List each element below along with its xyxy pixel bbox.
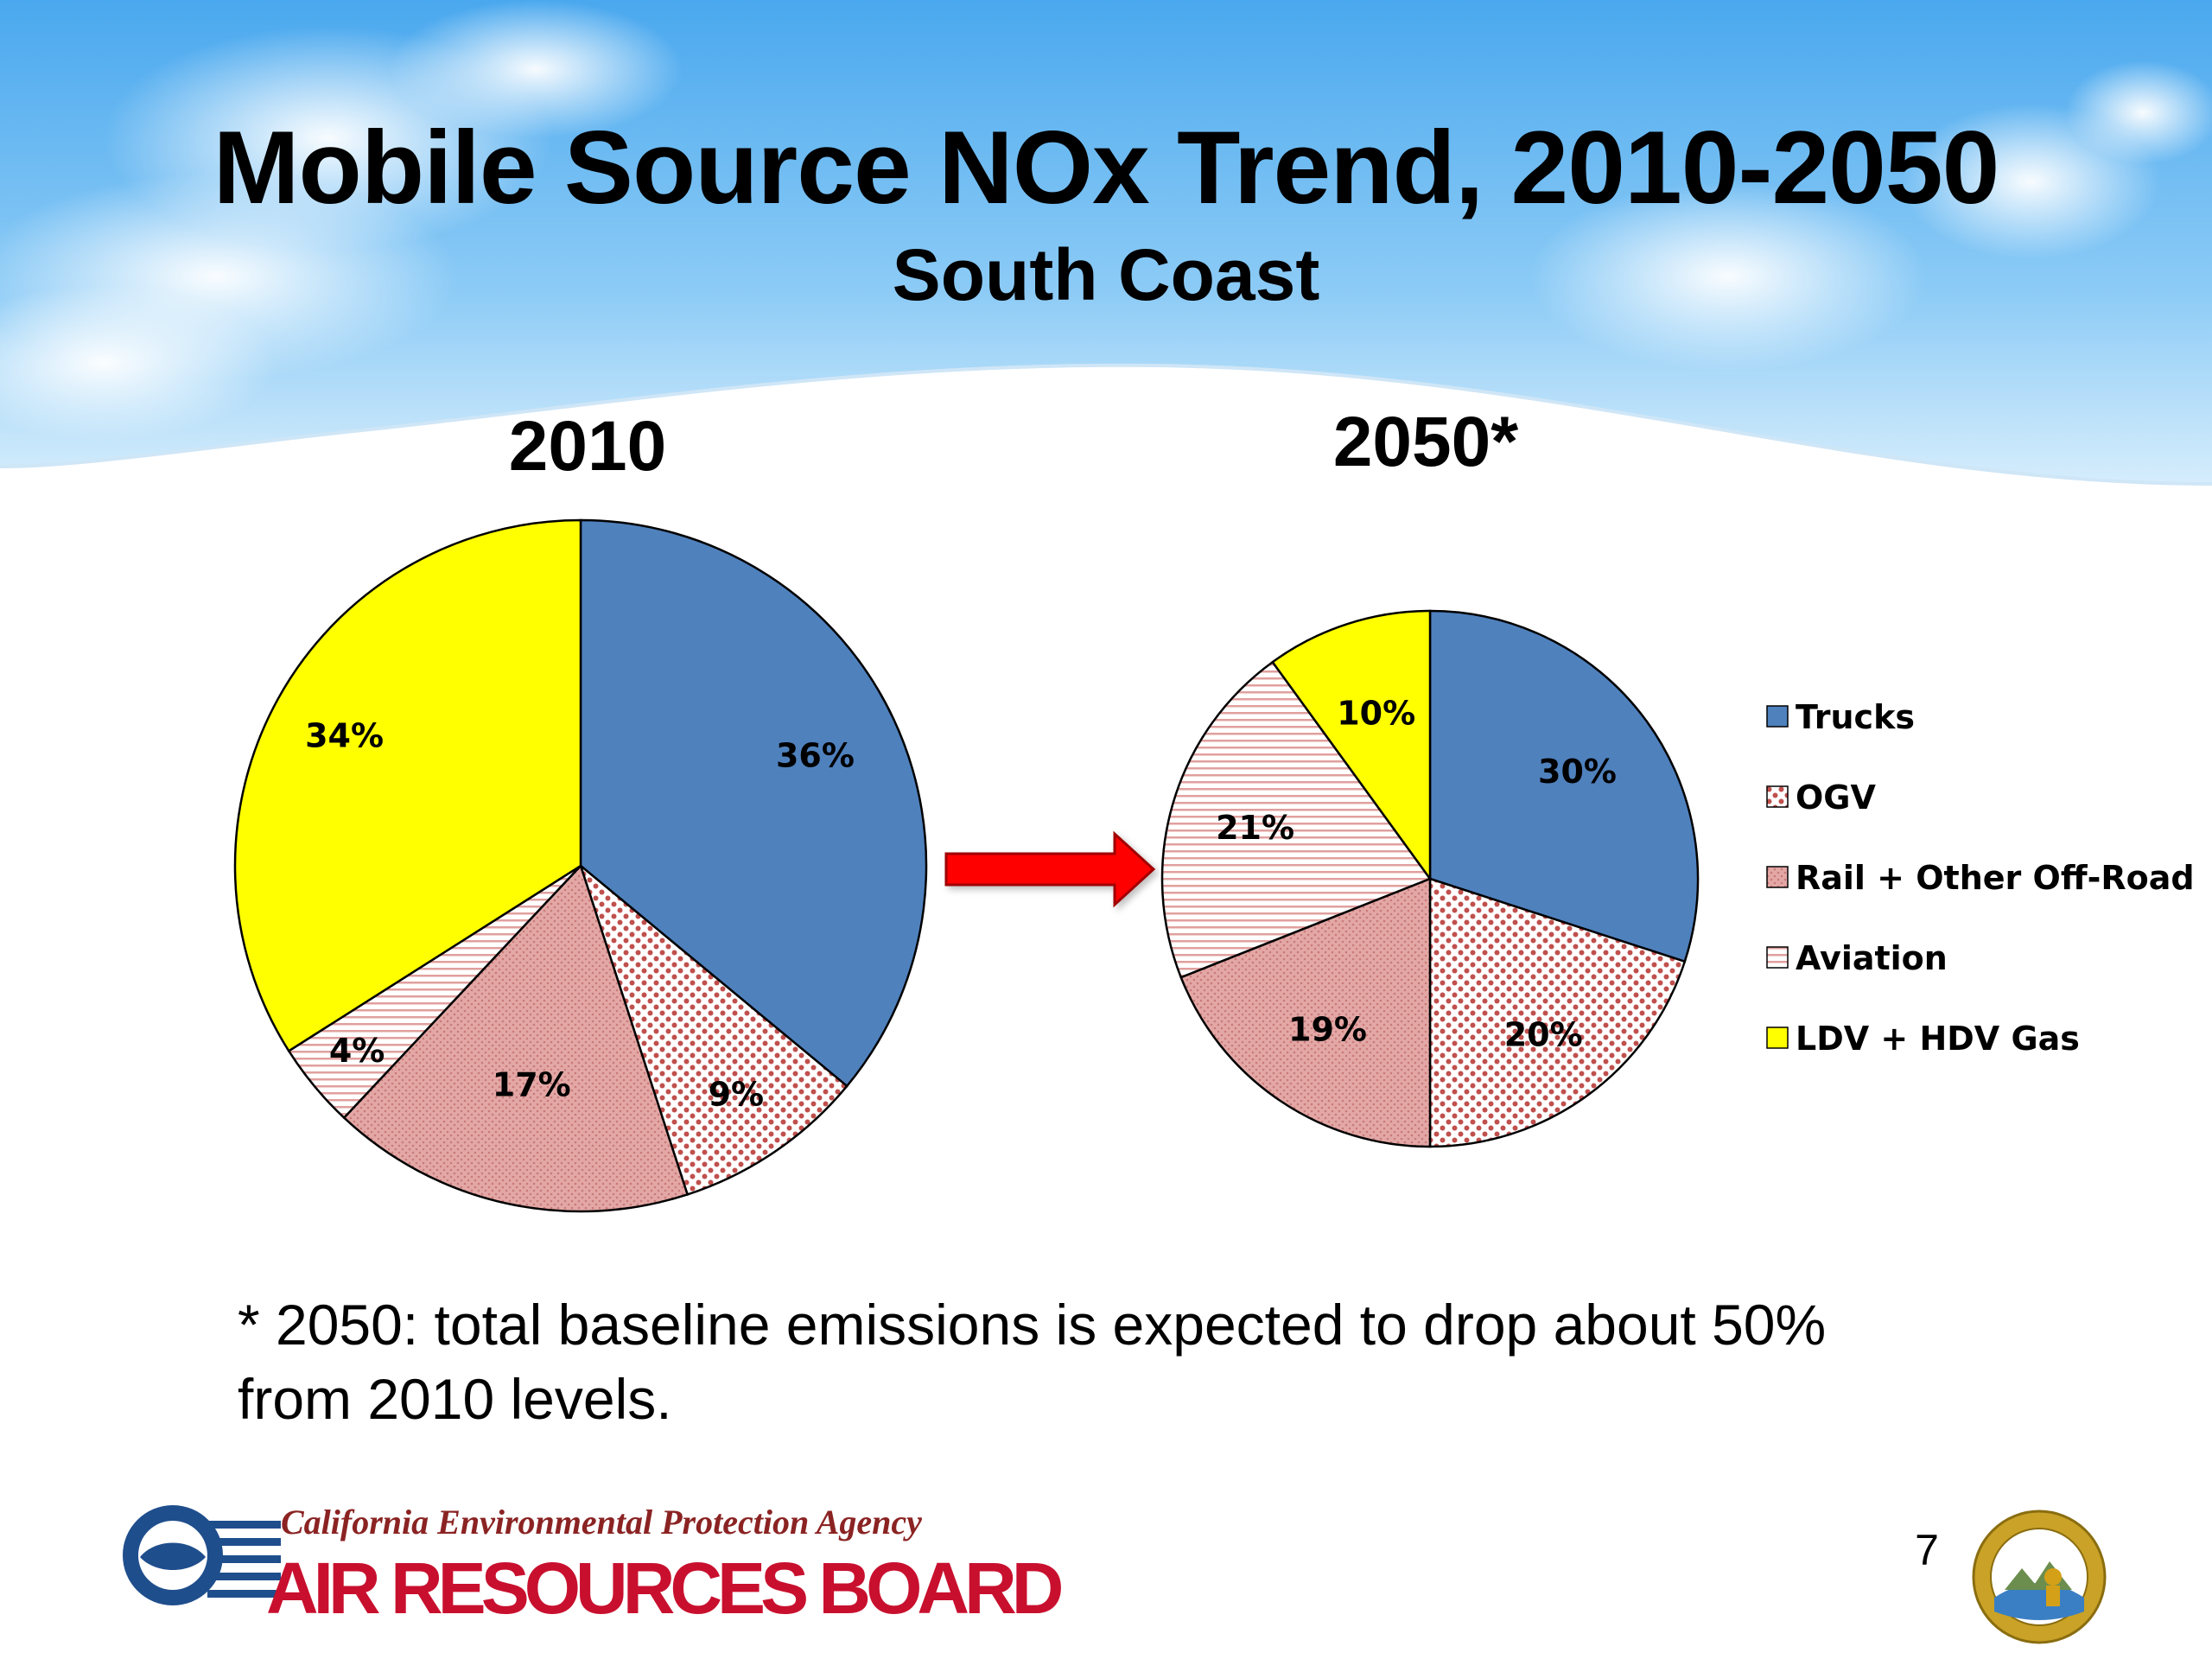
legend-label-rail-other-off-road: Rail + Other Off-Road	[1796, 859, 2195, 897]
cloud-left	[0, 0, 683, 441]
legend-swatch-ldv-hdv-gas	[1766, 1027, 1789, 1049]
pie-chart-2010: 36% 9% 17% 4% 34%	[233, 518, 928, 1213]
legend-label-ldv-hdv-gas: LDV + HDV Gas	[1796, 1020, 2080, 1058]
slide-subtitle: South Coast	[892, 234, 1320, 315]
chart-title-2010: 2010	[508, 407, 667, 486]
pie-label-2050-rail-other-off-road: 19%	[1288, 1010, 1367, 1048]
sky-header-background	[0, 0, 2212, 518]
legend-label-aviation: Aviation	[1796, 939, 1948, 977]
pie-slice-2050-aviation	[1160, 660, 1432, 979]
pie-slice-2010-trucks	[579, 518, 928, 1088]
legend-swatch-ogv	[1766, 785, 1789, 808]
pie-slice-2050-rail-other-off-road	[1179, 877, 1432, 1148]
logo-board-text: AIR RESOURCES BOARD	[266, 1548, 1064, 1629]
slide-title: Mobile Source NOx Trend, 2010-2050	[213, 110, 2000, 226]
logo-agency-text: California Environmental Protection Agen…	[281, 1503, 922, 1541]
pie-slice-2050-trucks	[1428, 609, 1700, 963]
chart-legend: Trucks OGV Rail + Other Off-Road Aviation LD…	[1766, 698, 2195, 1058]
cloud-right	[1529, 60, 2212, 372]
pie-label-2010-aviation: 4%	[329, 1032, 385, 1070]
legend-swatch-aviation	[1766, 946, 1789, 969]
pie-label-2010-ogv: 9%	[709, 1076, 765, 1114]
legend-label-trucks: Trucks	[1796, 698, 1915, 736]
pie-slice-2010-rail-other-off-road	[342, 863, 690, 1213]
air-resources-board-logo: California Environmental Protection Agen…	[112, 1495, 1064, 1633]
pie-label-2010-rail-other-off-road: 17%	[493, 1066, 571, 1104]
arb-logo-icon	[123, 1505, 281, 1605]
footnote: * 2050: total baseline emissions is expe…	[238, 1287, 2052, 1436]
pie-label-2010-ldv-hdv-gas: 34%	[305, 717, 384, 755]
pie-label-2050-ldv-hdv-gas: 10%	[1337, 694, 1415, 732]
pie-chart-2050: 30% 20% 19% 21% 10%	[1160, 609, 1700, 1148]
pie-label-2050-ogv: 20%	[1504, 1016, 1583, 1054]
legend-label-ogv: OGV	[1796, 779, 1876, 817]
pie-slice-2050-ldv-hdv-gas	[1271, 609, 1432, 882]
chart-title-2050: 2050*	[1332, 403, 1519, 481]
pie-label-2010-trucks: 36%	[776, 736, 855, 774]
pie-label-2050-aviation: 21%	[1216, 809, 1294, 847]
footnote-line-1: * 2050: total baseline emissions is expe…	[238, 1293, 1827, 1357]
page-number: 7	[1915, 1526, 1939, 1574]
footnote-line-2: from 2010 levels.	[238, 1367, 672, 1431]
legend-swatch-rail-other-off-road	[1766, 866, 1789, 888]
right-arrow-icon	[944, 830, 1156, 908]
pie-slice-2010-ldv-hdv-gas	[233, 518, 582, 1053]
pie-slice-2050-ogv	[1428, 877, 1687, 1148]
pie-slice-2010-ogv	[578, 862, 849, 1196]
pie-label-2050-trucks: 30%	[1538, 753, 1617, 791]
legend-swatch-trucks	[1766, 705, 1789, 728]
california-seal-icon	[1972, 1510, 2107, 1644]
